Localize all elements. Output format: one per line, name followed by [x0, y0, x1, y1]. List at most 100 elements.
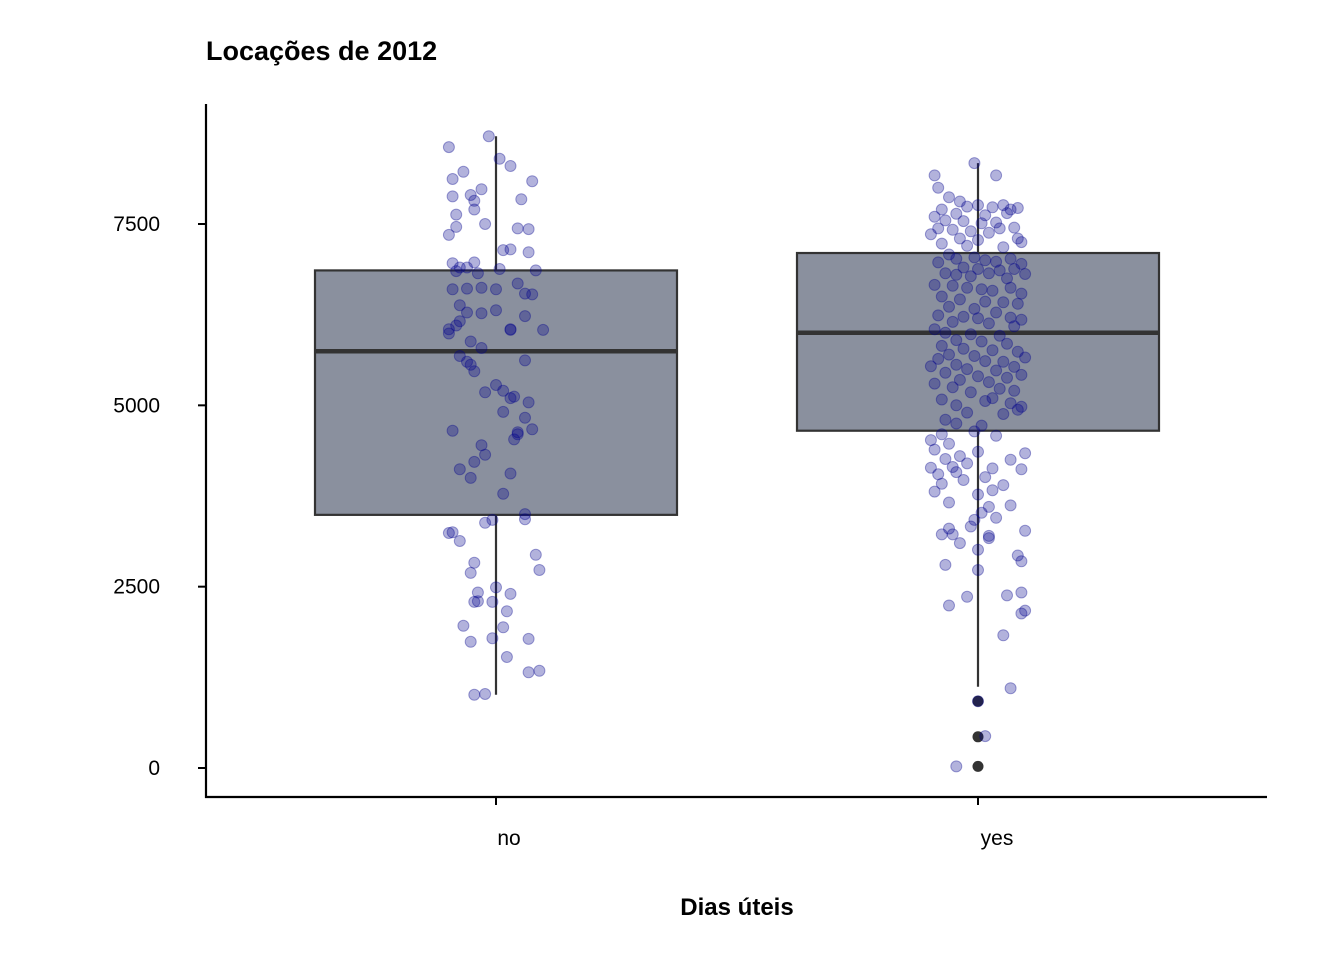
data-point — [497, 621, 510, 634]
x-axis-title: Dias úteis — [680, 894, 793, 921]
data-point — [504, 467, 517, 480]
data-point — [475, 342, 488, 354]
data-point — [953, 450, 966, 463]
box-no — [313, 136, 679, 695]
data-point — [493, 263, 506, 275]
data-point — [961, 590, 974, 603]
data-point — [950, 399, 963, 412]
data-point — [493, 152, 506, 165]
box-iqr — [795, 251, 1161, 432]
y-tick-label: 2500 — [113, 576, 160, 599]
data-point — [522, 396, 535, 409]
data-point — [982, 376, 995, 389]
x-tick-label: no — [497, 827, 520, 850]
data-point — [928, 377, 941, 390]
y-tick-label: 5000 — [113, 394, 160, 417]
data-point — [497, 244, 510, 257]
data-point — [932, 468, 945, 481]
data-point — [924, 461, 937, 474]
data-point — [519, 287, 531, 300]
data-point — [993, 222, 1006, 235]
outlier-point — [972, 731, 984, 743]
data-point — [453, 535, 466, 547]
data-point — [950, 207, 963, 220]
data-point — [935, 393, 948, 406]
box-yes — [795, 163, 1161, 772]
data-point — [997, 296, 1010, 309]
data-point — [475, 439, 488, 452]
data-point — [957, 310, 970, 323]
data-point — [1004, 252, 1017, 265]
data-point — [972, 234, 984, 246]
data-point — [939, 326, 952, 339]
data-point — [522, 666, 535, 679]
data-point — [950, 466, 963, 479]
data-point — [1015, 313, 1028, 326]
data-point — [950, 334, 963, 347]
data-point — [461, 261, 473, 274]
data-point — [950, 358, 963, 371]
data-point — [519, 310, 531, 323]
data-point — [457, 165, 470, 178]
data-point — [932, 256, 945, 269]
data-point — [928, 169, 941, 182]
data-point — [1004, 311, 1017, 324]
data-point — [504, 160, 517, 172]
data-point — [943, 191, 955, 204]
data-point — [511, 277, 524, 290]
data-point — [928, 485, 941, 498]
data-point — [1008, 221, 1021, 234]
data-point — [972, 564, 984, 576]
data-point — [935, 339, 948, 352]
data-point — [1001, 272, 1013, 285]
data-point — [482, 130, 495, 143]
data-point — [924, 360, 937, 373]
data-point — [442, 327, 455, 340]
data-point — [529, 548, 542, 561]
data-point — [975, 283, 988, 296]
data-point — [964, 270, 977, 283]
data-point — [1015, 586, 1028, 599]
data-point — [964, 386, 977, 399]
data-point — [935, 428, 948, 441]
data-point — [928, 323, 941, 336]
data-point — [986, 201, 999, 214]
data-point — [964, 225, 977, 238]
data-point — [972, 543, 984, 556]
data-point — [993, 329, 1006, 342]
data-point — [953, 373, 966, 386]
data-point — [990, 364, 1003, 377]
data-point — [943, 522, 955, 535]
data-point — [979, 209, 992, 222]
data-point — [986, 284, 999, 297]
data-point — [1001, 371, 1013, 384]
data-point — [961, 363, 974, 376]
data-point — [979, 355, 992, 368]
data-point — [450, 319, 463, 332]
data-point — [928, 210, 941, 223]
data-point — [946, 461, 959, 473]
data-point — [1019, 351, 1032, 364]
data-point — [1011, 345, 1024, 358]
data-point — [446, 190, 459, 203]
data-point — [522, 632, 535, 645]
data-point — [932, 222, 945, 235]
data-point — [939, 214, 952, 227]
data-point — [461, 306, 473, 319]
data-point — [986, 392, 999, 405]
data-point — [464, 358, 477, 371]
data-point — [1011, 297, 1024, 310]
data-point — [453, 350, 466, 362]
data-point — [946, 223, 959, 236]
data-point — [946, 528, 959, 541]
data-point — [468, 455, 481, 468]
data-point — [943, 300, 955, 313]
data-point — [953, 293, 966, 306]
data-point — [486, 595, 499, 608]
data-point — [982, 317, 995, 330]
data-point — [979, 295, 992, 308]
data-point — [497, 384, 510, 397]
data-point — [953, 195, 966, 208]
data-point — [450, 220, 463, 233]
